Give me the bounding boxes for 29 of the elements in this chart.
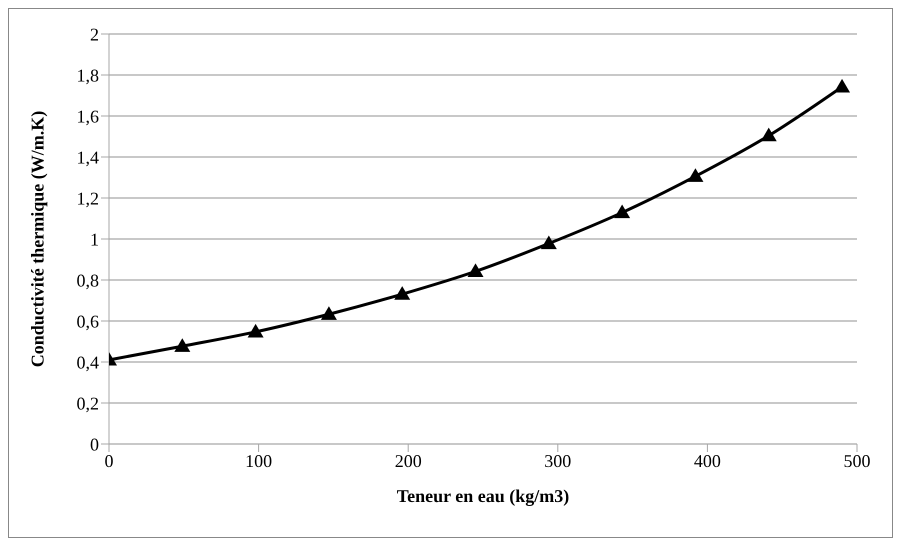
y-tick-label: 0,4	[76, 352, 99, 372]
y-tick-label: 2	[90, 24, 99, 44]
point	[174, 338, 190, 352]
point	[760, 128, 777, 142]
y-tick-label: 0,2	[76, 393, 99, 414]
x-tick-label: 100	[245, 450, 272, 471]
point	[614, 204, 630, 218]
point	[394, 286, 410, 300]
x-tick-label: 0	[104, 450, 114, 471]
x-tick-label: 500	[844, 450, 870, 471]
x-axis-title: Teneur en eau (kg/m3)	[396, 486, 570, 506]
y-tick-label: 0	[90, 434, 99, 454]
x-tick-label: 400	[694, 450, 721, 471]
y-tick-label: 1,6	[76, 106, 99, 126]
y-tick-label: 0,6	[76, 311, 99, 332]
y-tick-label: 0,8	[76, 270, 99, 290]
x-tick-label: 300	[544, 450, 572, 471]
point	[687, 168, 704, 182]
y-tick-label: 1	[90, 229, 99, 250]
point	[834, 78, 850, 92]
point	[248, 324, 264, 338]
point	[540, 236, 557, 250]
y-tick-label: 1,8	[76, 65, 99, 86]
point	[468, 263, 484, 277]
point	[320, 306, 337, 320]
x-tick-label: 200	[394, 450, 422, 471]
y-axis-title: Conductivité thermique (W/m.K)	[27, 110, 48, 368]
y-tick-label: 1,2	[76, 188, 99, 208]
y-tick-label: 1,4	[76, 147, 99, 168]
